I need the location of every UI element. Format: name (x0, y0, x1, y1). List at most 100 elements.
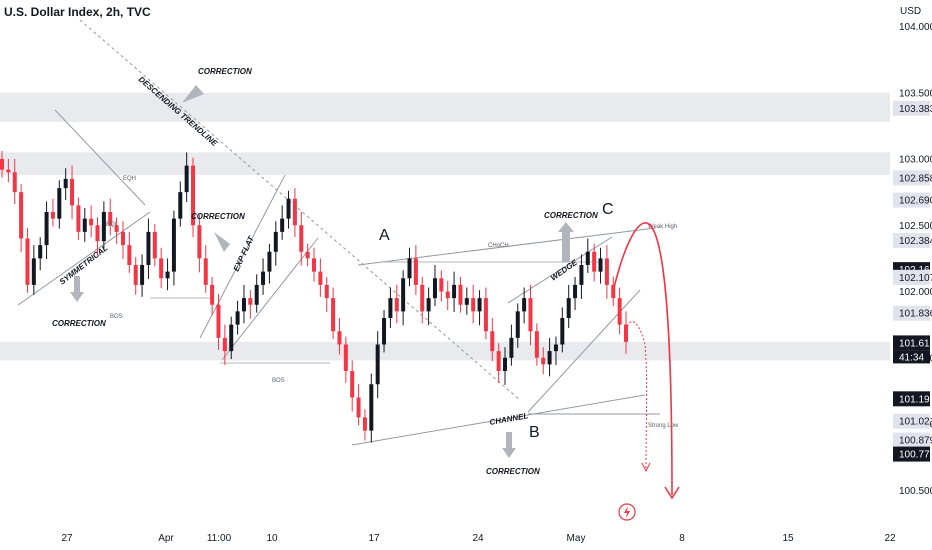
candle-body (401, 278, 406, 312)
candle-body (261, 271, 266, 285)
candle-body (312, 258, 316, 272)
annotation-strong-low: Strong Low (648, 423, 679, 429)
candle-body (235, 311, 240, 325)
candle-body (445, 291, 450, 299)
candle-body (6, 169, 11, 173)
candle-body (120, 231, 125, 246)
candle-body (0, 159, 4, 170)
annotation-eqh: EQH (123, 176, 136, 182)
candle-body (534, 331, 539, 358)
candle-body (331, 298, 336, 332)
candle-body (382, 318, 387, 345)
candle-body (165, 271, 170, 279)
annotation-symmetrical: SYMMETRICAL (58, 243, 110, 286)
x-tick-label: 8 (679, 533, 685, 544)
x-tick-label: 22 (884, 533, 896, 544)
correction-arrow-1 (182, 85, 204, 103)
price-badge: 101.021 (899, 417, 932, 428)
exp-flat-lower-line (199, 174, 286, 339)
annotation-bos-2: BOS (272, 378, 285, 384)
candle-body (503, 357, 508, 371)
y-tick-label: 103.500 (899, 88, 932, 99)
candle-body (267, 251, 272, 272)
candle-body (76, 205, 81, 232)
projection-arrow-dotted-head (641, 462, 651, 473)
candle-body (452, 284, 457, 299)
candle-body (178, 192, 183, 219)
candle-body (248, 298, 253, 305)
exp-flat-upper-line (221, 237, 319, 361)
candle-body (38, 245, 43, 259)
chart-title: U.S. Dollar Index, 2h, TVC (4, 5, 151, 19)
candle-body (133, 265, 138, 285)
candle-body (477, 298, 482, 312)
candle-body (375, 344, 380, 385)
annotation-exp-flat: EXP FLAT (232, 234, 257, 273)
candle-body (553, 344, 558, 352)
x-tick-label: 10 (266, 533, 278, 544)
candle-body (604, 258, 609, 285)
price-badge-bg (893, 432, 930, 448)
annotation-correction-1: CORRECTION (198, 67, 252, 76)
candle-body (12, 172, 17, 193)
y-tick-label: 100.500 (899, 486, 932, 497)
trendlines (17, 19, 660, 446)
candle-body (585, 251, 590, 265)
candle-body (101, 212, 106, 242)
candle-body (280, 218, 285, 232)
candle-body (617, 298, 622, 325)
candle-body (286, 198, 291, 219)
candle-body (25, 238, 30, 285)
annotation-bos-1: BOS (110, 314, 123, 320)
x-tick-label: 17 (368, 533, 380, 544)
annotation-choch: CHoCH (488, 243, 509, 249)
candle-body (324, 284, 329, 299)
candle-body (63, 178, 68, 189)
candle-body (394, 298, 399, 312)
candle-body (70, 178, 75, 206)
candle-body (426, 298, 431, 312)
price-badge: 102.690 (899, 196, 932, 207)
price-badge: 102.384 (899, 236, 932, 247)
candle-body (490, 331, 495, 352)
candle-body (292, 198, 297, 226)
projection-arrows (70, 85, 680, 500)
x-tick-label: May (567, 533, 586, 544)
annotation-weak-high: Weak High (648, 224, 677, 230)
candle-body (50, 212, 55, 219)
candle-body (541, 357, 546, 365)
candle-body (566, 298, 571, 318)
zone-0 (0, 92, 890, 122)
price-badge-bg (893, 269, 930, 285)
currency-label: USD (900, 6, 922, 17)
price-badge: 100.773 (899, 450, 932, 461)
candle-body (89, 218, 94, 226)
channel-lower-line (351, 394, 646, 446)
candlestick-series (0, 151, 628, 443)
candle-body (191, 165, 196, 226)
annotation-correction-2: CORRECTION (191, 212, 245, 221)
candle-body (458, 284, 463, 305)
supply-demand-zones (0, 92, 890, 361)
flash-icon[interactable] (618, 503, 636, 521)
price-badge-bg (893, 391, 930, 407)
candle-body (210, 284, 215, 305)
price-badge-bg (893, 413, 930, 429)
projection-arrow-main-head (664, 486, 680, 500)
price-badge-bg (893, 170, 930, 186)
price-badge: 100.879 (899, 436, 932, 447)
price-badge: 101.190 (899, 394, 932, 405)
price-badge-bg (893, 100, 930, 116)
candle-body (439, 278, 444, 292)
candle-body (592, 251, 597, 272)
candle-body (229, 324, 234, 352)
price-badge-bg (893, 335, 930, 351)
candle-body (127, 245, 132, 265)
candle-body (108, 212, 113, 226)
wave-label-c: C (602, 201, 614, 218)
candle-body (464, 298, 469, 305)
projection-arrow-dotted (625, 321, 648, 469)
annotation-channel: CHANNEL (489, 411, 529, 427)
candle-body (57, 188, 62, 219)
